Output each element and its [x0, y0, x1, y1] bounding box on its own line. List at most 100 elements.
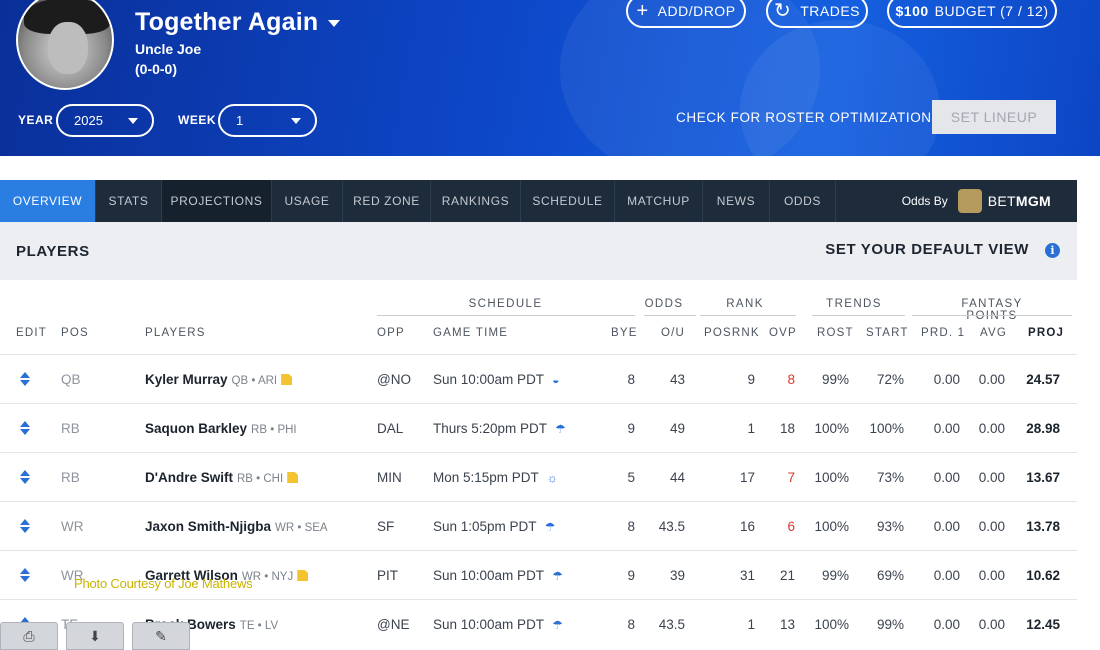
rostered-pct: 100% — [814, 519, 849, 534]
tab-schedule[interactable]: SCHEDULE — [521, 180, 615, 222]
player-cell: Garrett Wilson WR • NYJ — [145, 568, 309, 583]
table-row[interactable]: RB D'Andre Swift RB • CHI MIN Mon 5:15pm PDT… — [0, 452, 1077, 501]
table-row[interactable]: WR Jaxon Smith-Njigba WR • SEA SF Sun 1:05pm… — [0, 501, 1077, 550]
set-default-view-link[interactable]: SET YOUR DEFAULT VIEW — [825, 241, 1029, 258]
move-player-icon[interactable] — [20, 372, 30, 386]
note-icon[interactable] — [297, 570, 309, 581]
player-name-link[interactable]: Saquon Barkley — [145, 421, 248, 436]
opponent-vs-position: 21 — [779, 568, 795, 583]
year-select[interactable]: 2025 — [56, 104, 154, 137]
opponent: @NE — [377, 617, 410, 632]
col-posrnk[interactable]: POSRNK — [704, 327, 760, 339]
player-name-link[interactable]: Kyler Murray — [145, 372, 228, 387]
team-name-dropdown[interactable]: Together Again — [135, 8, 341, 37]
position-rank: 17 — [739, 470, 755, 485]
budget-button[interactable]: $100 BUDGET (7 / 12) — [887, 0, 1057, 28]
player-position: WR — [61, 568, 84, 583]
partly-sunny-icon[interactable]: ☼ — [546, 471, 558, 485]
col-start[interactable]: START — [866, 327, 909, 339]
col-proj[interactable]: PROJ — [1028, 327, 1065, 339]
player-team-tag: RB • PHI — [251, 424, 297, 436]
team-avatar[interactable] — [16, 0, 114, 90]
tab-rankings[interactable]: RANKINGS — [431, 180, 521, 222]
rostered-pct: 100% — [814, 617, 849, 632]
table-row[interactable]: WR Garrett Wilson WR • NYJ PIT Sun 10:00am P… — [0, 550, 1077, 599]
year-label: YEAR — [18, 113, 54, 127]
move-player-icon[interactable] — [20, 568, 30, 582]
group-header-trends: TRENDS — [826, 298, 882, 310]
player-cell: Kyler Murray QB • ARI — [145, 372, 293, 387]
col-game-time[interactable]: GAME TIME — [433, 327, 509, 339]
rain-icon[interactable]: ☂ — [555, 422, 566, 436]
col-players[interactable]: PLAYERS — [145, 327, 206, 339]
player-name-link[interactable]: Garrett Wilson — [145, 568, 238, 583]
game-time: Sun 10:00am PDT — [433, 568, 545, 583]
edit-icon[interactable]: ✎ — [132, 622, 190, 650]
week-select[interactable]: 1 — [218, 104, 317, 137]
bottom-toolbar: ⎙ ⬇ ✎ — [0, 622, 198, 650]
average-points: 0.00 — [978, 421, 1005, 436]
print-icon[interactable]: ⎙ — [0, 622, 58, 650]
tab-usage[interactable]: USAGE — [272, 180, 343, 222]
game-time-cell: Sun 1:05pm PDT ☂ — [433, 519, 555, 534]
note-icon[interactable] — [281, 374, 293, 385]
game-time-cell: Thurs 5:20pm PDT ☂ — [433, 421, 566, 436]
col-rost[interactable]: ROST — [817, 327, 854, 339]
week-value: 1 — [236, 113, 244, 128]
rain-icon[interactable]: ☂ — [552, 618, 563, 632]
projected-points: 28.98 — [1026, 421, 1060, 436]
opponent: PIT — [377, 568, 399, 583]
tab-overview[interactable]: OVERVIEW — [0, 180, 96, 222]
info-icon[interactable]: i — [1045, 243, 1060, 258]
divider — [700, 315, 796, 316]
player-name-link[interactable]: D'Andre Swift — [145, 470, 233, 485]
divider — [377, 315, 635, 316]
download-icon[interactable]: ⬇ — [66, 622, 124, 650]
opponent-vs-position: 7 — [787, 470, 795, 485]
player-name-link[interactable]: Jaxon Smith-Njigba — [145, 519, 272, 534]
bye-week: 8 — [627, 617, 635, 632]
players-title: PLAYERS — [16, 243, 90, 260]
dome-icon[interactable]: ◒ — [552, 373, 560, 387]
col-ou[interactable]: O/U — [661, 327, 686, 339]
col-ovp[interactable]: OVP — [769, 327, 797, 339]
period-1-points: 0.00 — [933, 568, 960, 583]
move-player-icon[interactable] — [20, 421, 30, 435]
col-pos[interactable]: POS — [61, 327, 89, 339]
col-bye[interactable]: BYE — [611, 327, 638, 339]
period-1-points: 0.00 — [933, 372, 960, 387]
players-section-header: PLAYERS SET YOUR DEFAULT VIEW i — [0, 222, 1077, 280]
period-1-points: 0.00 — [933, 470, 960, 485]
player-team-tag: WR • NYJ — [241, 571, 294, 583]
chevron-down-icon — [291, 118, 301, 124]
check-roster-optimizations-link[interactable]: CHECK FOR ROSTER OPTIMIZATIONS — [676, 110, 942, 125]
table-row[interactable]: QB Kyler Murray QB • ARI @NO Sun 10:00am PDT… — [0, 354, 1077, 403]
rain-icon[interactable]: ☂ — [552, 569, 563, 583]
move-player-icon[interactable] — [20, 519, 30, 533]
swap-icon: ↻ — [773, 0, 792, 22]
opponent-vs-position: 18 — [779, 421, 795, 436]
set-lineup-button[interactable]: SET LINEUP — [932, 100, 1056, 134]
col-opp[interactable]: OPP — [377, 327, 405, 339]
game-time-cell: Mon 5:15pm PDT ☼ — [433, 470, 558, 485]
projected-points: 12.45 — [1026, 617, 1060, 632]
projected-points: 10.62 — [1026, 568, 1060, 583]
tab-odds[interactable]: ODDS — [770, 180, 836, 222]
chevron-down-icon — [328, 19, 341, 27]
bye-week: 8 — [627, 372, 635, 387]
rain-icon[interactable]: ☂ — [544, 520, 556, 534]
table-row[interactable]: RB Saquon Barkley RB • PHI DAL Thurs 5:20pm … — [0, 403, 1077, 452]
col-avg[interactable]: AVG — [980, 327, 1008, 339]
add-drop-button[interactable]: + ADD/DROP — [626, 0, 746, 28]
tab-red-zone[interactable]: RED ZONE — [343, 180, 431, 222]
move-player-icon[interactable] — [20, 470, 30, 484]
tab-matchup[interactable]: MATCHUP — [615, 180, 703, 222]
tab-news[interactable]: NEWS — [703, 180, 770, 222]
tab-stats[interactable]: STATS — [96, 180, 162, 222]
trades-button[interactable]: ↻ TRADES — [766, 0, 868, 28]
note-icon[interactable] — [287, 472, 299, 483]
tab-projections[interactable]: PROJECTIONS — [162, 180, 272, 222]
col-prd1[interactable]: PRD. 1 — [921, 327, 966, 339]
over-under: 44 — [669, 470, 685, 485]
